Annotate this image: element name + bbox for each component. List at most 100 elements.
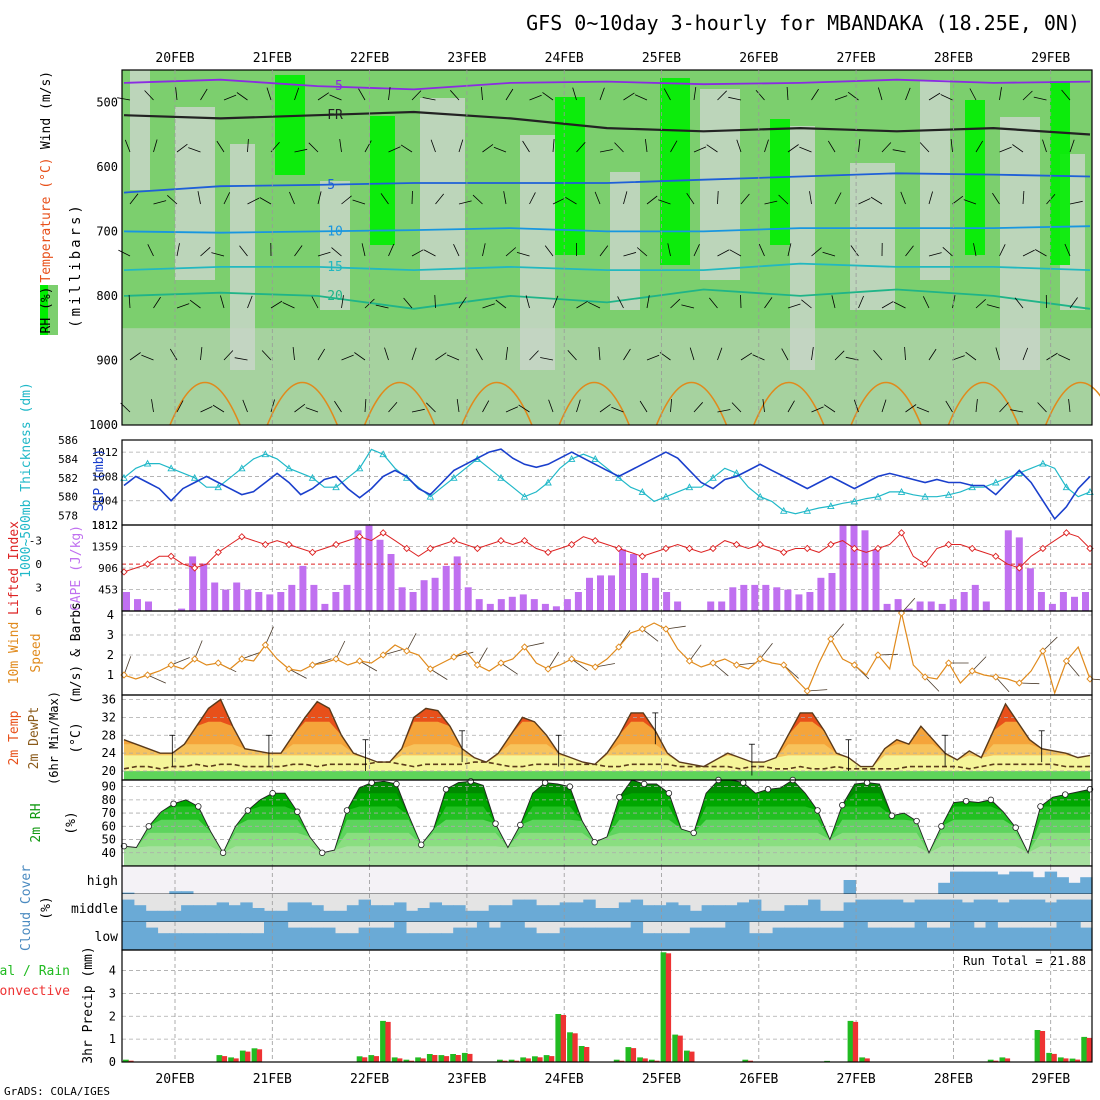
wind-speed-marker [615, 643, 623, 651]
precip-total-bar [497, 1059, 503, 1062]
cloud-cover-bar [843, 880, 856, 894]
upper-wind-barb [599, 245, 609, 257]
upper-wind-barb [572, 87, 577, 101]
axis-label-convective: Convective [0, 984, 70, 999]
precip-convective-bar [373, 1056, 379, 1062]
thickness-marker [238, 464, 246, 472]
upper-wind-barb [646, 295, 650, 309]
lifted-index-marker [615, 544, 623, 553]
y-tick-label: 586 [58, 434, 78, 447]
y-tick-label: 1 [107, 668, 114, 682]
cloud-cover-bar [169, 891, 182, 894]
cape-bar [707, 601, 715, 611]
cloud-cover-bar [429, 933, 442, 950]
lifted-index-marker [238, 533, 246, 541]
axis-label-thickness: 1000~500mb Thickness (dm) [19, 382, 34, 578]
cloud-cover-bar [204, 933, 218, 950]
precip-convective-bar [677, 1035, 683, 1062]
upper-wind-barb [423, 249, 436, 257]
rh-marker [343, 807, 351, 814]
wind-speed-marker [214, 659, 222, 667]
cloud-cover-bar [488, 927, 502, 950]
upper-wind-barb [811, 88, 819, 101]
cloud-cover-bar [749, 933, 762, 950]
wind-speed-marker [827, 635, 835, 643]
precip-convective-bar [502, 1060, 508, 1062]
cape-bar [861, 530, 869, 611]
cloud-cover-bar [334, 933, 348, 950]
upper-wind-barb [717, 190, 719, 205]
cloud-cover-bar [678, 905, 691, 922]
cape-bar [806, 592, 814, 611]
precip-convective-bar [397, 1058, 403, 1062]
upper-wind-barb [762, 399, 765, 413]
cloud-cover-bar [181, 933, 194, 950]
thickness-marker [285, 464, 293, 472]
cloud-cover-bar [784, 905, 797, 922]
cape-bar [420, 580, 428, 611]
rh-marker [492, 820, 499, 827]
cape-bar [310, 584, 318, 611]
upper-wind-barb [893, 301, 906, 309]
cloud-cover-bar [1021, 899, 1034, 922]
cape-bar [343, 584, 351, 611]
rh-marker [566, 783, 574, 790]
precip-total-bar [228, 1057, 234, 1062]
cape-bar [1015, 537, 1023, 611]
y-tick-label: 3 [107, 628, 114, 642]
upper-wind-barb [778, 194, 789, 205]
cloud-cover-bar [867, 927, 880, 950]
upper-wind-barb [693, 402, 703, 413]
wind-speed-marker [732, 661, 741, 669]
upper-wind-barb [681, 304, 695, 309]
upper-wind-barb [827, 140, 836, 153]
upper-wind-barb [594, 191, 601, 205]
surface-warm-contour [655, 381, 728, 426]
cloud-cover-bar [630, 899, 644, 922]
rh-marker [244, 807, 252, 814]
upper-wind-barb [758, 243, 765, 257]
wind-barb [170, 657, 190, 666]
cloud-cover-bar [1009, 927, 1022, 950]
thickness-marker [709, 473, 717, 481]
upper-wind-barb [411, 190, 413, 205]
cloud-cover-bar [323, 927, 336, 950]
contour-label: 20 [327, 289, 343, 304]
precip-convective-bar [654, 1060, 660, 1062]
cloud-cover-bar [938, 927, 951, 950]
precip-total-bar [543, 1055, 550, 1062]
upper-wind-barb [740, 294, 742, 309]
thickness-marker [1039, 459, 1047, 467]
lifted-index-marker [214, 548, 222, 557]
upper-wind-barb [153, 200, 167, 205]
upper-wind-barb [999, 87, 1002, 101]
wind-speed-marker [921, 673, 929, 681]
surface-warm-contour [558, 381, 630, 426]
rh-marker [764, 786, 772, 793]
precip-total-bar [987, 1059, 994, 1062]
cloud-cover-bar [926, 899, 939, 922]
upper-wind-barb [482, 144, 494, 153]
cape-bar [1059, 592, 1067, 611]
rh-moist-column [770, 119, 790, 245]
cloud-cover-bar [240, 933, 253, 950]
upper-wind-barb [176, 143, 188, 153]
precip-total-bar [567, 1032, 573, 1062]
thickness-marker [308, 473, 317, 481]
precip-convective-bar [584, 1047, 590, 1062]
upper-wind-barb [247, 295, 253, 309]
cloud-cover-bar [536, 905, 549, 922]
upper-wind-barb [881, 142, 892, 153]
upper-wind-barb [482, 400, 490, 413]
day-label-top: 21FEB [253, 51, 292, 66]
thickness-marker [615, 473, 623, 481]
wind-speed-marker [520, 643, 529, 651]
upper-wind-barb [646, 195, 658, 205]
precip-total-bar [1081, 1036, 1088, 1062]
upper-wind-barb [375, 304, 389, 309]
upper-wind-barb [200, 88, 208, 101]
precip-convective-bar [537, 1057, 543, 1062]
upper-wind-barb [740, 352, 753, 361]
upper-wind-barb [411, 249, 424, 257]
thickness-marker [567, 454, 576, 462]
